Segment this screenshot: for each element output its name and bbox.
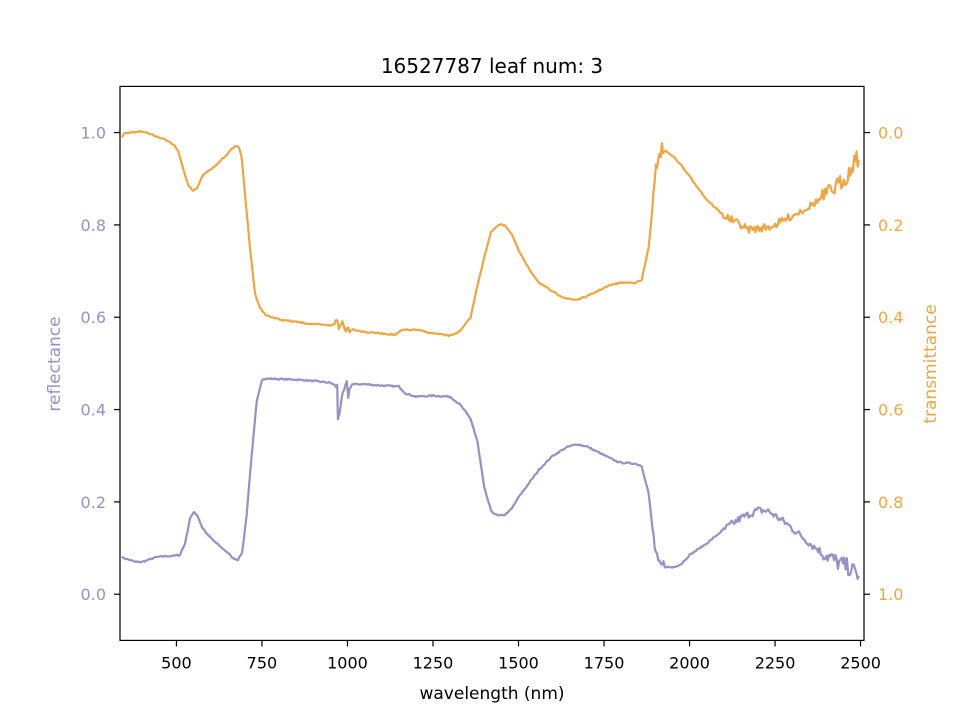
x-tick-label: 2500 — [840, 653, 881, 672]
right-y-tick-label: 0.8 — [878, 493, 903, 512]
right-y-tick-label: 0.2 — [878, 216, 903, 235]
left-y-tick-label: 0.0 — [81, 585, 106, 604]
right-y-axis: 0.0 0.2 0.4 0.6 0.8 1.0 — [864, 124, 903, 604]
left-y-tick-label: 0.4 — [81, 401, 106, 420]
chart-title: 16527787 leaf num: 3 — [381, 54, 603, 78]
x-tick-label: 2250 — [755, 653, 796, 672]
left-y-tick-label: 0.2 — [81, 493, 106, 512]
x-tick-label: 1250 — [413, 653, 454, 672]
right-y-axis-label: transmittance — [921, 304, 941, 423]
x-tick-label: 500 — [161, 653, 192, 672]
left-y-tick-label: 1.0 — [81, 124, 106, 143]
series-layer — [120, 129, 860, 580]
left-y-axis: 0.0 0.2 0.4 0.6 0.8 1.0 — [81, 124, 120, 604]
right-y-tick-label: 1.0 — [878, 585, 903, 604]
x-tick-label: 2000 — [669, 653, 710, 672]
right-y-tick-label: 0.4 — [878, 308, 903, 327]
left-y-tick-label: 0.6 — [81, 308, 106, 327]
x-axis: 500 750 1000 1250 1500 1750 2000 2250 2500 — [161, 640, 881, 672]
x-tick-label: 1000 — [327, 653, 368, 672]
x-axis-label: wavelength (nm) — [419, 684, 564, 704]
left-y-tick-label: 0.8 — [81, 216, 106, 235]
plot-frame — [119, 85, 865, 642]
x-tick-label: 1750 — [584, 653, 625, 672]
right-y-tick-label: 0.6 — [878, 401, 903, 420]
right-y-tick-label: 0.0 — [878, 124, 903, 143]
transmittance-line — [120, 129, 860, 338]
left-y-axis-label: reflectance — [45, 316, 65, 411]
x-tick-label: 750 — [247, 653, 278, 672]
x-tick-label: 1500 — [498, 653, 539, 672]
reflectance-line — [121, 377, 860, 580]
